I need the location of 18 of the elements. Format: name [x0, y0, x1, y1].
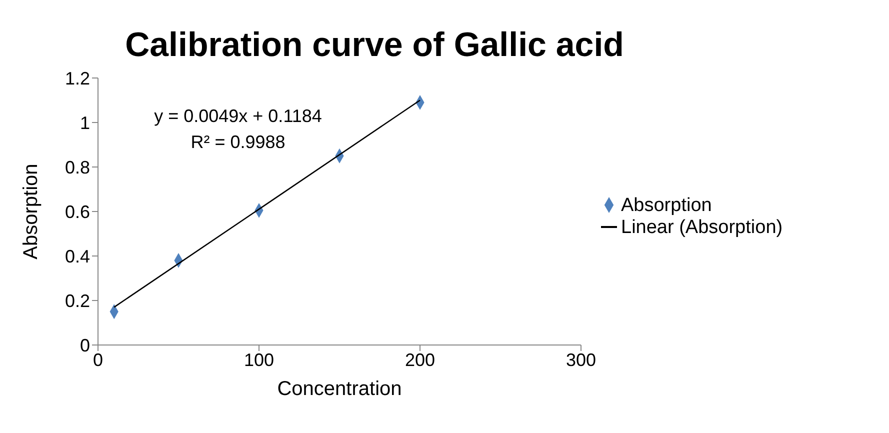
chart-title: Calibration curve of Gallic acid — [124, 26, 625, 65]
x-tick-label: 100 — [244, 350, 274, 370]
y-tick-label: 0.6 — [64, 202, 90, 222]
annotation: y = 0.0049x + 0.1184 — [153, 105, 323, 128]
legend-label: Absorption — [621, 194, 712, 216]
y-axis-title: Absorption — [20, 164, 42, 260]
annotation: R² = 0.9988 — [190, 131, 286, 154]
x-axis-title: Concentration — [277, 378, 402, 400]
legend-label: Linear (Absorption) — [621, 216, 783, 238]
x-tick-label: 200 — [404, 350, 436, 370]
y-tick-label: 0 — [80, 335, 90, 356]
y-tick-label: 0.4 — [64, 246, 90, 266]
y-tick-label: 1 — [80, 112, 90, 133]
x-tick-label: 300 — [566, 350, 596, 370]
x-tick-label: 0 — [92, 350, 104, 370]
y-tick-label: 0.2 — [64, 290, 90, 311]
y-tick-label: 1.2 — [64, 68, 90, 88]
y-tick-label: 0.8 — [64, 157, 90, 178]
